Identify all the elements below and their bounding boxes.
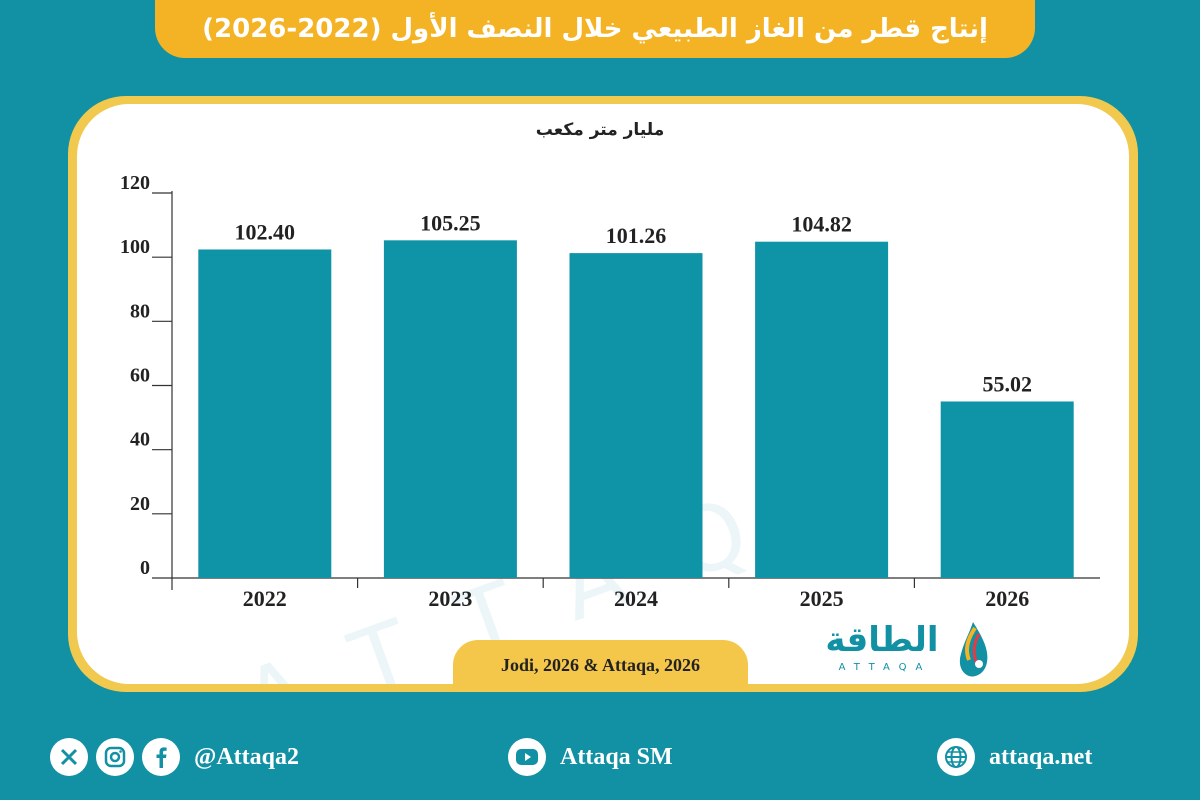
x-icon[interactable] [50,738,88,776]
globe-icon[interactable] [937,738,975,776]
x-category-label: 2024 [614,586,658,611]
instagram-icon[interactable] [96,738,134,776]
y-tick-label: 120 [120,172,150,194]
social-group: @Attaqa2 [50,738,299,776]
title-banner: إنتاج قطر من الغاز الطبيعي خلال النصف ال… [155,0,1035,58]
youtube-icon[interactable] [508,738,546,776]
logo-english: ATTAQA [838,662,932,673]
youtube-group: Attaqa SM [508,738,673,776]
y-tick-label: 40 [130,429,150,451]
y-tick-label: 0 [140,557,150,579]
x-category-label: 2025 [800,586,844,611]
bar-2026 [940,401,1074,578]
website-group: attaqa.net [937,738,1092,776]
youtube-channel[interactable]: Attaqa SM [560,743,673,770]
bar-value-label: 101.26 [606,223,667,248]
bar-value-label: 105.25 [420,210,481,235]
chart-labels: 0 20 40 60 80 100 120 102.40 2022 105.25 2023 101.2… [120,172,1032,611]
bar-2022 [198,249,332,578]
y-tick-label: 100 [120,236,150,258]
bar-2025 [755,241,889,578]
y-tick-label: 80 [130,300,150,322]
y-tick-label: 60 [130,365,150,387]
bar-2023 [383,240,517,578]
footer: @Attaqa2 Attaqa SM attaqa.net [0,720,1200,800]
y-tick-label: 20 [130,493,150,515]
bar-value-label: 55.02 [982,371,1032,396]
source-pill: Jodi, 2026 & Attaqa, 2026 [453,640,748,690]
flame-drop-icon [959,622,988,677]
unit-label: مليار متر مكعب [535,120,665,140]
chart-title: إنتاج قطر من الغاز الطبيعي خلال النصف ال… [202,14,988,44]
chart-bars [198,240,1074,579]
facebook-icon[interactable] [142,738,180,776]
website-link[interactable]: attaqa.net [989,743,1093,770]
x-category-label: 2023 [428,586,472,611]
source-text: Jodi, 2026 & Attaqa, 2026 [500,654,700,675]
social-handle[interactable]: @Attaqa2 [194,743,299,770]
bar-value-label: 102.40 [235,219,296,244]
x-category-label: 2022 [243,586,287,611]
bar-2024 [569,253,703,579]
attaqa-logo: الطاقة ATTAQA [812,620,992,682]
x-category-label: 2026 [985,586,1029,611]
logo-arabic: الطاقة [825,620,939,660]
bar-value-label: 104.82 [791,212,852,237]
